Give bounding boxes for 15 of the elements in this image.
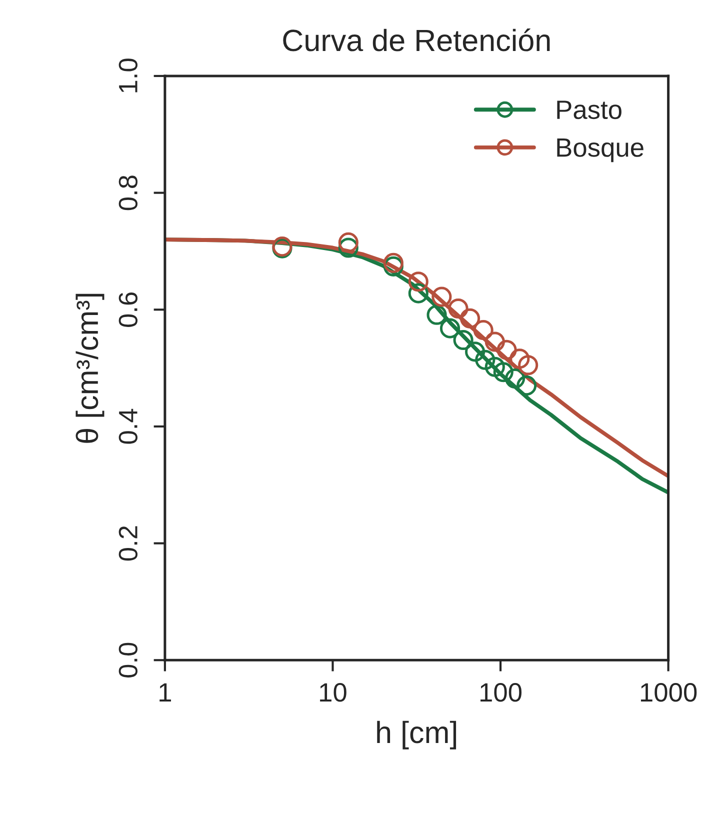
- legend-label: Pasto: [557, 100, 622, 120]
- y-tick-label: 0.6: [118, 292, 138, 327]
- y-tick-label: 1.0: [118, 58, 138, 92]
- x-tick-label: 1: [160, 683, 171, 702]
- x-tick-label: 100: [480, 683, 522, 702]
- y-tick-label: 0.4: [118, 408, 138, 444]
- y-axis-title: θ [cm³/cm³]: [76, 294, 104, 443]
- chart-title: Curva de Retención: [283, 28, 550, 52]
- x-tick-label: 1000: [640, 683, 697, 702]
- x-axis-title: h [cm]: [377, 720, 456, 750]
- y-tick-label: 0.8: [118, 176, 138, 210]
- x-tick-label: 10: [320, 683, 346, 702]
- legend-label: Bosque: [557, 138, 644, 162]
- y-tick-label: 0.2: [118, 526, 138, 561]
- y-tick-label: 0.0: [118, 642, 138, 678]
